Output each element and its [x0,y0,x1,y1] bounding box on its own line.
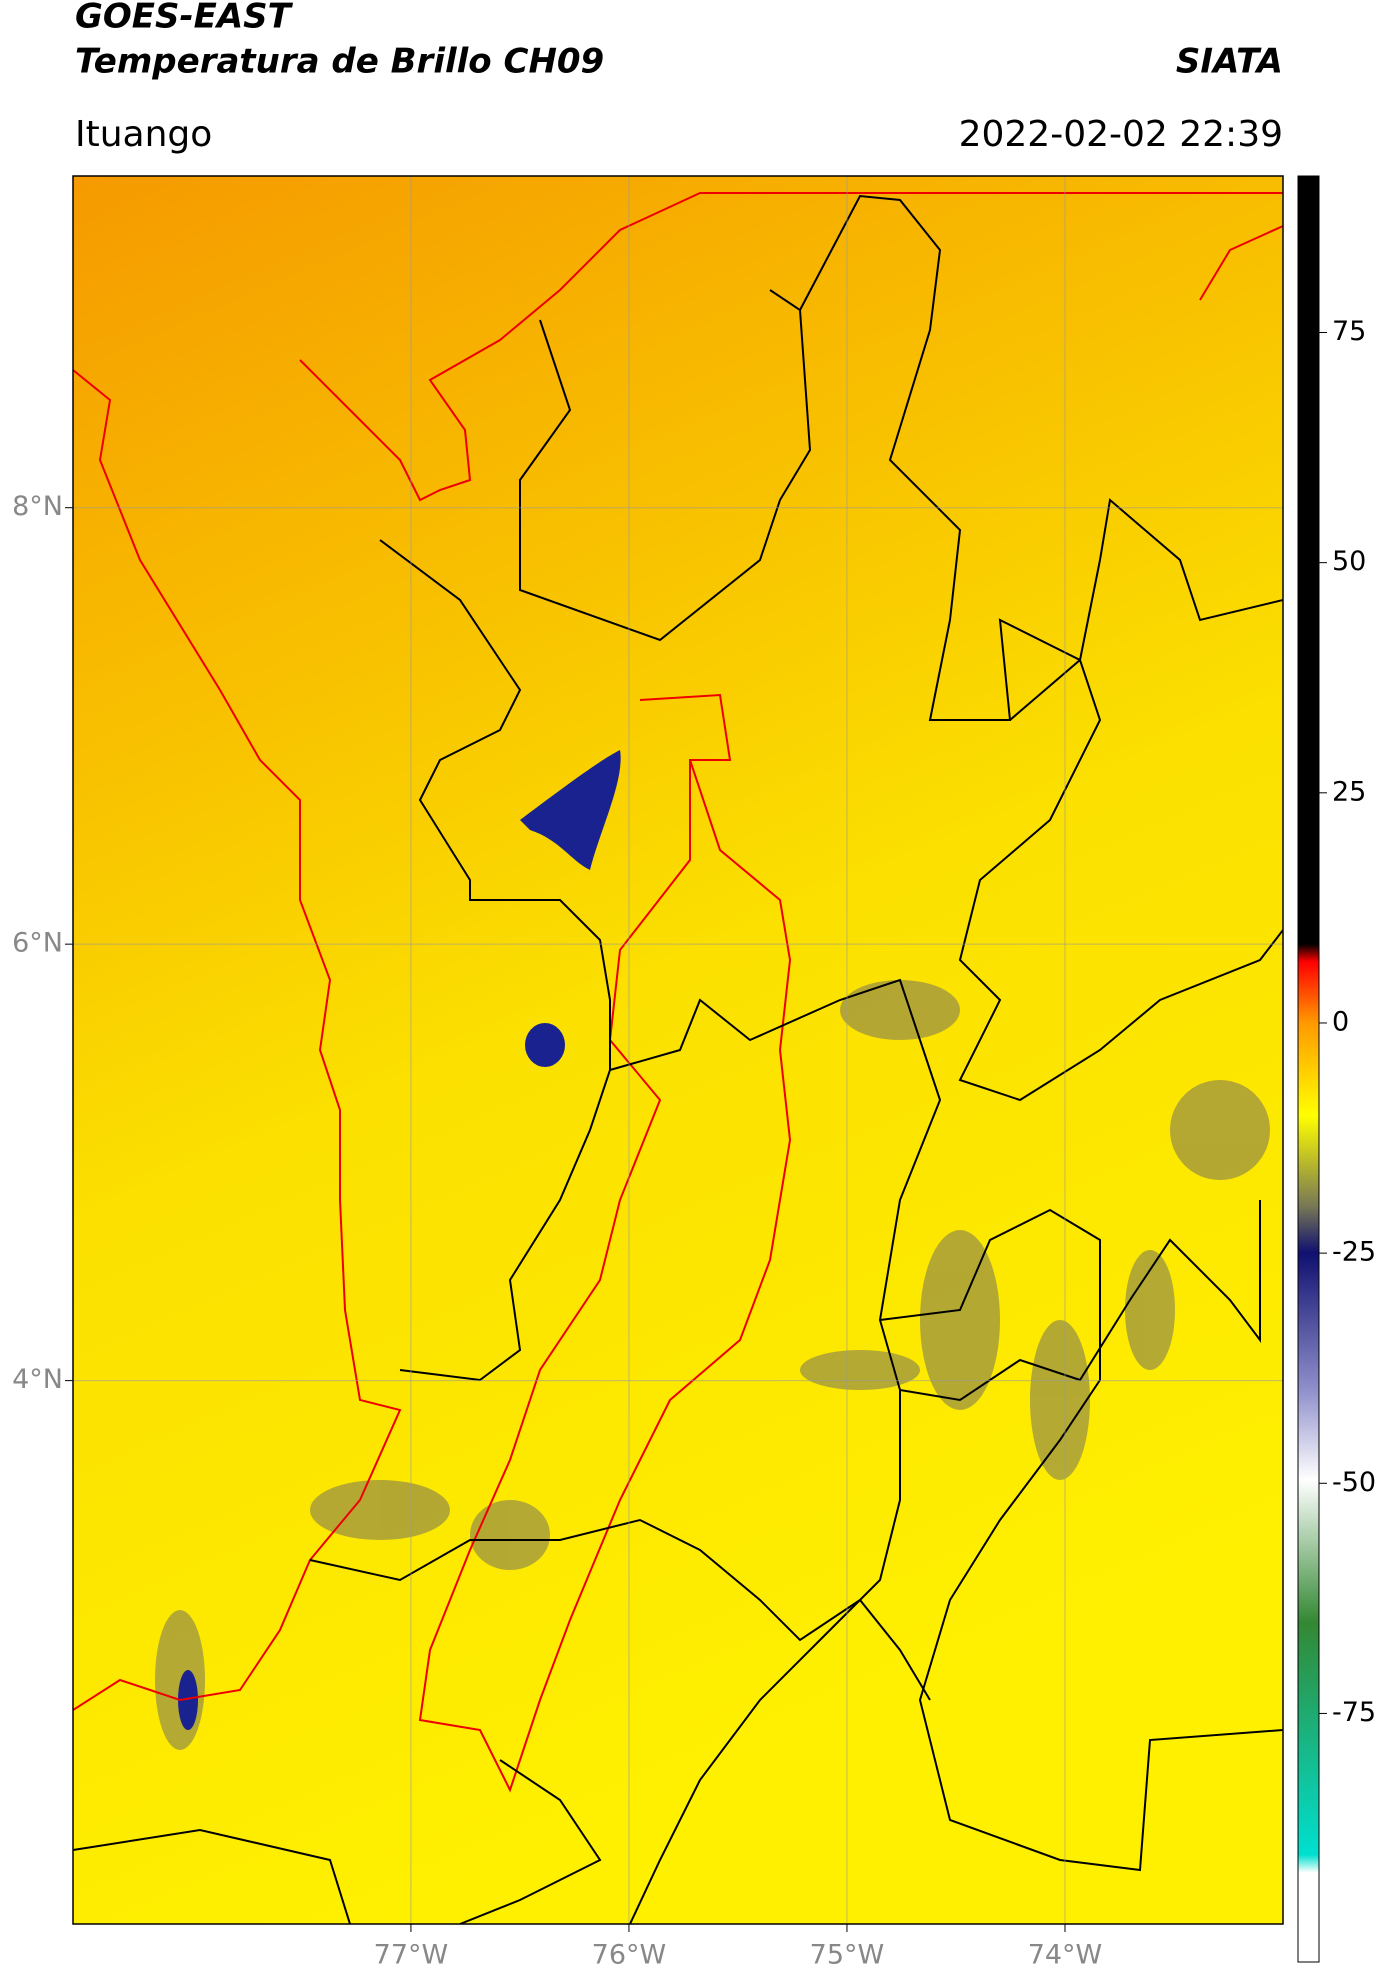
x-tick-label: 74°W [1028,1940,1103,1971]
y-tick-label: 4°N [12,1364,63,1395]
colorbar-tick-label: -75 [1332,1697,1376,1728]
y-tick-label: 6°N [12,928,63,959]
colorbar-tick-label: 0 [1332,1006,1349,1037]
colorbar-tick-label: 75 [1332,316,1366,347]
datetime: 2022-02-02 22:39 [959,114,1283,155]
location: Ituango [75,114,212,155]
graticule [73,176,1283,1924]
coastline [73,192,1283,1793]
colorbar-tick-label: 50 [1332,546,1366,577]
x-tick-label: 76°W [592,1940,667,1971]
colorbar-tick-label: 25 [1332,776,1366,807]
map-area [73,176,1283,1924]
x-tick-label: 77°W [374,1940,449,1971]
colorbar-tick-label: -50 [1332,1467,1376,1498]
colorbar [1297,175,1320,1963]
satellite: GOES-EAST [75,0,294,37]
admin-borders [73,194,1283,1924]
map-frame [72,175,1284,1925]
y-tick-label: 8°N [12,491,63,522]
product: Temperatura de Brillo CH09 [75,42,604,82]
x-tick-label: 75°W [810,1940,885,1971]
colorbar-tick-label: -25 [1332,1237,1376,1268]
cold-tops [178,750,621,1730]
source: SIATA [1176,42,1283,82]
cloud-shading [155,980,1270,1750]
